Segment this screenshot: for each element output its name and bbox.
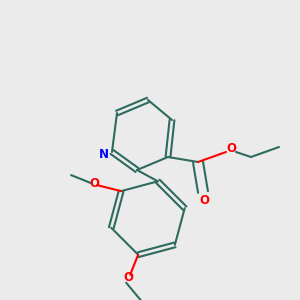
- Text: O: O: [226, 142, 236, 155]
- Text: O: O: [89, 177, 99, 190]
- Text: N: N: [99, 148, 109, 160]
- Text: O: O: [199, 194, 209, 206]
- Text: O: O: [123, 271, 133, 284]
